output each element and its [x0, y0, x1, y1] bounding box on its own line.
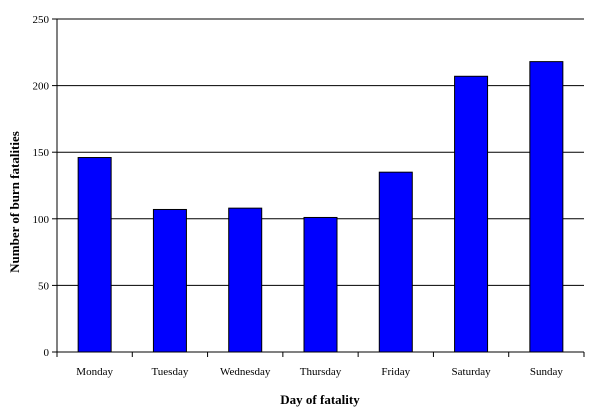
bar-thursday [303, 216, 338, 353]
y-tick-label: 100 [33, 214, 50, 226]
bar-friday [378, 171, 413, 353]
x-tick-label-tuesday: Tuesday [151, 366, 188, 378]
bar-wednesday [228, 207, 263, 353]
bar-sunday [529, 61, 564, 353]
y-tick-label: 150 [33, 147, 50, 159]
y-tick-label: 200 [33, 81, 50, 93]
axes [56, 19, 584, 353]
y-tick-label: 0 [44, 347, 50, 359]
y-tick-label: 50 [38, 280, 50, 292]
x-tick-label-wednesday: Wednesday [220, 366, 271, 378]
y-tick-label: 250 [33, 14, 50, 26]
x-tick-labels: Monday Tuesday Wednesday Thursday Friday Satu… [56, 352, 585, 378]
x-tick-label-saturday: Saturday [452, 366, 492, 378]
y-axis-title: Number of burn fatalities [7, 131, 22, 273]
bar-monday [77, 157, 112, 353]
bars [77, 61, 564, 353]
x-tick-label-sunday: Sunday [530, 366, 564, 378]
x-tick-label-friday: Friday [381, 366, 410, 378]
x-axis-title: Day of fatality [280, 392, 360, 407]
bar-tuesday [152, 208, 187, 353]
x-tick-label-monday: Monday [76, 366, 113, 378]
y-tick-labels: 0 50 100 150 200 250 [33, 14, 57, 359]
gridlines [57, 18, 584, 286]
x-tick-label-thursday: Thursday [300, 366, 342, 378]
bar-saturday [454, 75, 489, 353]
